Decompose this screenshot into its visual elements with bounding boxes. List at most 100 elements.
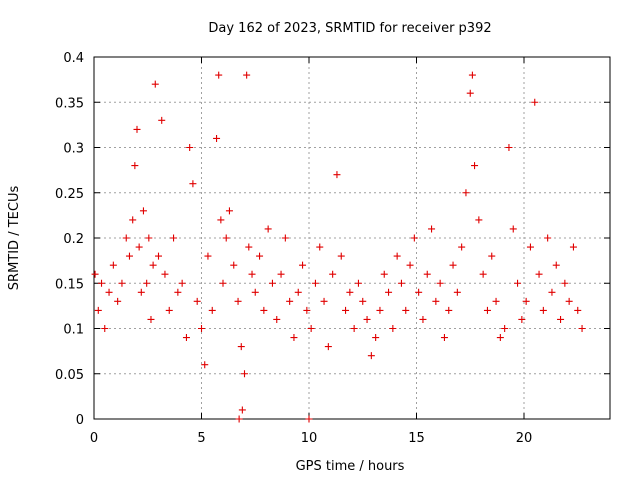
- axis-ticks: 0 0.05 0.1 0.15 0.2 0.25 0.3 0.35 0.4 0 5 10 15 20: [55, 51, 610, 446]
- data-point: [522, 297, 530, 305]
- data-point: [406, 261, 414, 269]
- data-point: [402, 306, 410, 314]
- data-point: [514, 279, 522, 287]
- data-point: [410, 234, 418, 242]
- data-point: [251, 288, 259, 296]
- data-point: [235, 415, 243, 423]
- data-point: [354, 279, 362, 287]
- data-point: [346, 288, 354, 296]
- data-point: [311, 279, 319, 287]
- data-point: [415, 288, 423, 296]
- data-point: [277, 270, 285, 278]
- data-point: [578, 325, 586, 332]
- data-point: [129, 216, 137, 224]
- data-point: [526, 243, 534, 251]
- data-point: [466, 89, 474, 97]
- data-point: [458, 243, 466, 251]
- y-axis-label: SRMTID / TECUs: [7, 186, 22, 291]
- data-point: [135, 243, 143, 251]
- data-point: [393, 252, 401, 260]
- data-point: [213, 134, 221, 142]
- data-point: [243, 71, 251, 79]
- x-tick-label: 15: [408, 431, 425, 446]
- data-point: [260, 306, 268, 314]
- data-point: [230, 261, 238, 269]
- data-point: [359, 297, 367, 305]
- data-point: [225, 207, 233, 215]
- data-point: [241, 370, 248, 378]
- grid-lines: [94, 57, 610, 419]
- data-point: [182, 334, 190, 342]
- y-tick-label: 0.4: [63, 51, 84, 66]
- data-point: [222, 234, 230, 242]
- y-tick-label: 0.2: [63, 232, 84, 247]
- data-point: [234, 297, 242, 305]
- data-point: [91, 270, 99, 278]
- data-point: [294, 288, 302, 296]
- data-point: [219, 279, 227, 287]
- data-point: [333, 171, 341, 179]
- data-point: [139, 207, 147, 215]
- data-point: [137, 288, 145, 296]
- data-point: [569, 243, 577, 251]
- data-point: [436, 279, 444, 287]
- data-point: [217, 216, 225, 224]
- data-point: [468, 71, 476, 79]
- data-point: [320, 297, 328, 305]
- data-point: [193, 297, 201, 305]
- y-tick-label: 0.1: [63, 323, 84, 338]
- data-point: [337, 252, 345, 260]
- data-point: [509, 225, 517, 233]
- chart-title: Day 162 of 2023, SRMTID for receiver p39…: [208, 21, 491, 36]
- data-point: [518, 315, 526, 323]
- data-point: [367, 352, 375, 360]
- data-point: [208, 306, 216, 314]
- x-tick-label: 5: [197, 431, 205, 446]
- data-point: [561, 279, 569, 287]
- data-point: [189, 180, 197, 188]
- data-point: [290, 334, 298, 342]
- y-tick-label: 0.25: [55, 187, 84, 202]
- data-point: [174, 288, 182, 296]
- data-point: [268, 279, 276, 287]
- data-point: [419, 315, 427, 323]
- data-point: [397, 279, 405, 287]
- data-point: [145, 234, 153, 242]
- data-point: [565, 297, 573, 305]
- data-point: [496, 334, 504, 342]
- data-point: [385, 288, 393, 296]
- data-point: [238, 406, 246, 414]
- data-point: [248, 270, 256, 278]
- data-point: [215, 71, 223, 79]
- data-point: [281, 234, 289, 242]
- data-point: [423, 270, 431, 278]
- y-tick-label: 0.35: [55, 96, 84, 111]
- data-point: [471, 162, 479, 170]
- data-point: [198, 325, 205, 332]
- data-point: [101, 325, 109, 332]
- data-point: [256, 252, 264, 260]
- data-point: [147, 315, 155, 323]
- data-point: [105, 288, 113, 296]
- data-point: [204, 252, 212, 260]
- data-point: [453, 288, 461, 296]
- x-axis-label: GPS time / hours: [296, 459, 405, 474]
- data-point: [557, 315, 565, 323]
- data-point: [462, 189, 470, 197]
- data-point: [428, 225, 436, 233]
- data-point: [449, 261, 457, 269]
- data-point: [492, 297, 500, 305]
- data-point: [505, 144, 513, 151]
- data-point: [432, 297, 440, 305]
- data-point: [299, 261, 307, 269]
- x-tick-label: 20: [516, 431, 533, 446]
- data-point: [264, 225, 272, 233]
- data-point: [149, 261, 157, 269]
- y-tick-label: 0.05: [55, 368, 84, 383]
- data-point: [329, 270, 337, 278]
- y-tick-label: 0: [76, 413, 84, 428]
- data-point: [363, 315, 371, 323]
- data-point: [552, 261, 560, 269]
- data-point: [178, 279, 186, 287]
